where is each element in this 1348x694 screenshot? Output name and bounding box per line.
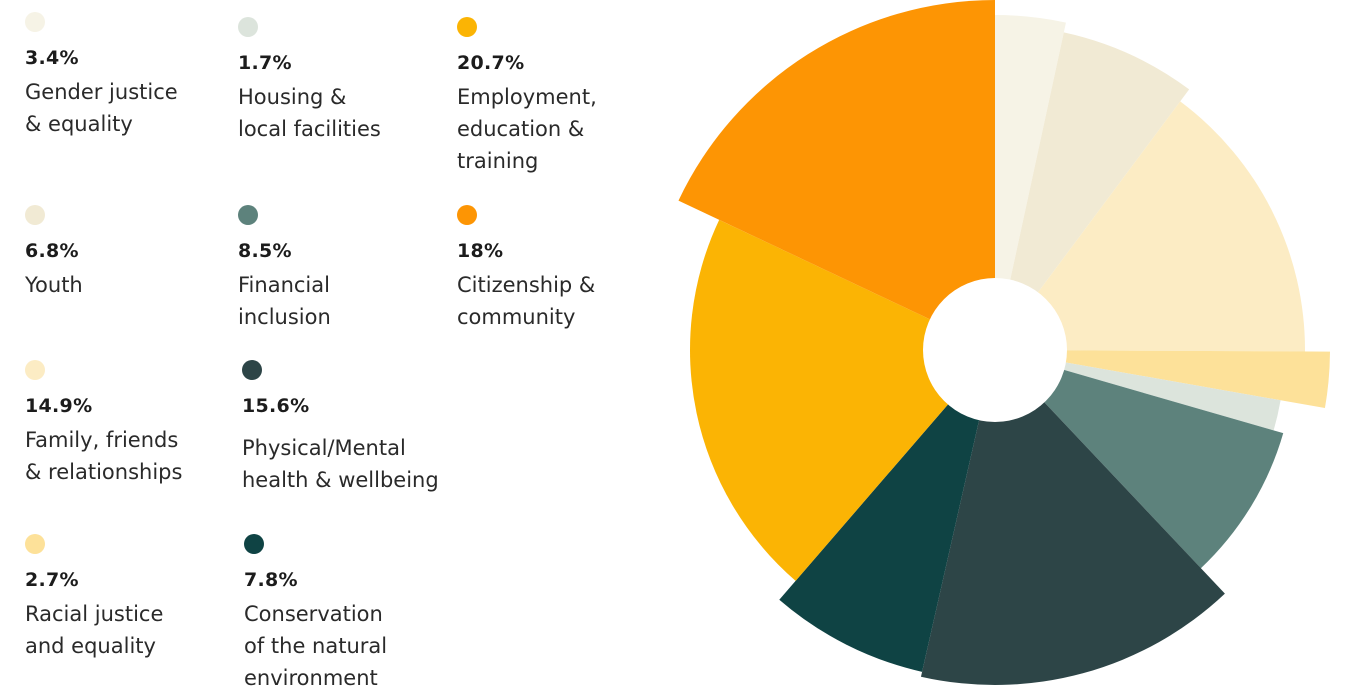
legend-label: Family, friends & relationships [25, 428, 183, 484]
legend-dot [25, 205, 45, 225]
pie-slice-9 [678, 0, 995, 350]
legend-dot [25, 360, 45, 380]
legend-item-employment: 20.7% Employment, education & training [457, 17, 597, 177]
legend-dot [238, 205, 258, 225]
chart-center-hole [923, 278, 1067, 422]
legend-percent: 6.8% [25, 240, 79, 262]
polar-pie-chart [678, 0, 1330, 685]
legend-dot [238, 17, 258, 37]
legend-item-youth: 6.8% Youth [25, 205, 83, 301]
legend-item-gender-justice: 3.4% Gender justice & equality [25, 12, 178, 140]
legend-label: Financial inclusion [238, 273, 331, 329]
legend-item-racial-justice: 2.7% Racial justice and equality [25, 534, 163, 662]
pie-slice-3 [995, 350, 1330, 409]
legend-percent: 20.7% [457, 52, 525, 74]
legend-percent: 7.8% [244, 569, 298, 591]
legend-label: Gender justice & equality [25, 80, 178, 136]
legend-item-health-wellbeing: 15.6% Physical/Mental health & wellbeing [242, 360, 439, 496]
legend-dot [457, 17, 477, 37]
legend-percent: 15.6% [242, 395, 310, 417]
pie-slice-2 [995, 101, 1305, 352]
legend-item-family-friends: 14.9% Family, friends & relationships [25, 360, 182, 488]
pie-slice-4 [995, 350, 1281, 431]
legend-item-financial-inclusion: 8.5% Financial inclusion [238, 205, 331, 333]
legend-label: Conservation of the natural environment [244, 602, 388, 690]
legend-percent: 1.7% [238, 52, 292, 74]
legend-label: Employment, education & training [457, 85, 597, 173]
legend-dot [457, 205, 477, 225]
legend-dot [242, 360, 262, 380]
legend-dot [25, 12, 45, 32]
legend-percent: 18% [457, 240, 504, 262]
pie-slice-7 [779, 350, 995, 672]
pie-slice-0 [995, 15, 1066, 350]
pie-slice-5 [995, 350, 1284, 569]
legend-label: Citizenship & community [457, 273, 596, 329]
legend-dot [25, 534, 45, 554]
legend-item-conservation: 7.8% Conservation of the natural environ… [244, 534, 387, 694]
legend-label: Housing & local facilities [238, 85, 381, 141]
legend-percent: 8.5% [238, 240, 292, 262]
legend-item-citizenship: 18% Citizenship & community [457, 205, 595, 333]
legend-label: Physical/Mental health & wellbeing [242, 436, 439, 492]
legend-percent: 2.7% [25, 569, 79, 591]
legend-percent: 3.4% [25, 47, 79, 69]
pie-slice-8 [690, 219, 995, 581]
legend-percent: 14.9% [25, 395, 93, 417]
legend-item-housing: 1.7% Housing & local facilities [238, 17, 381, 145]
legend-dot [244, 534, 264, 554]
legend-label: Racial justice and equality [25, 602, 164, 658]
legend-label: Youth [25, 273, 83, 297]
pie-slice-1 [995, 32, 1190, 350]
pie-slice-6 [920, 350, 1225, 685]
